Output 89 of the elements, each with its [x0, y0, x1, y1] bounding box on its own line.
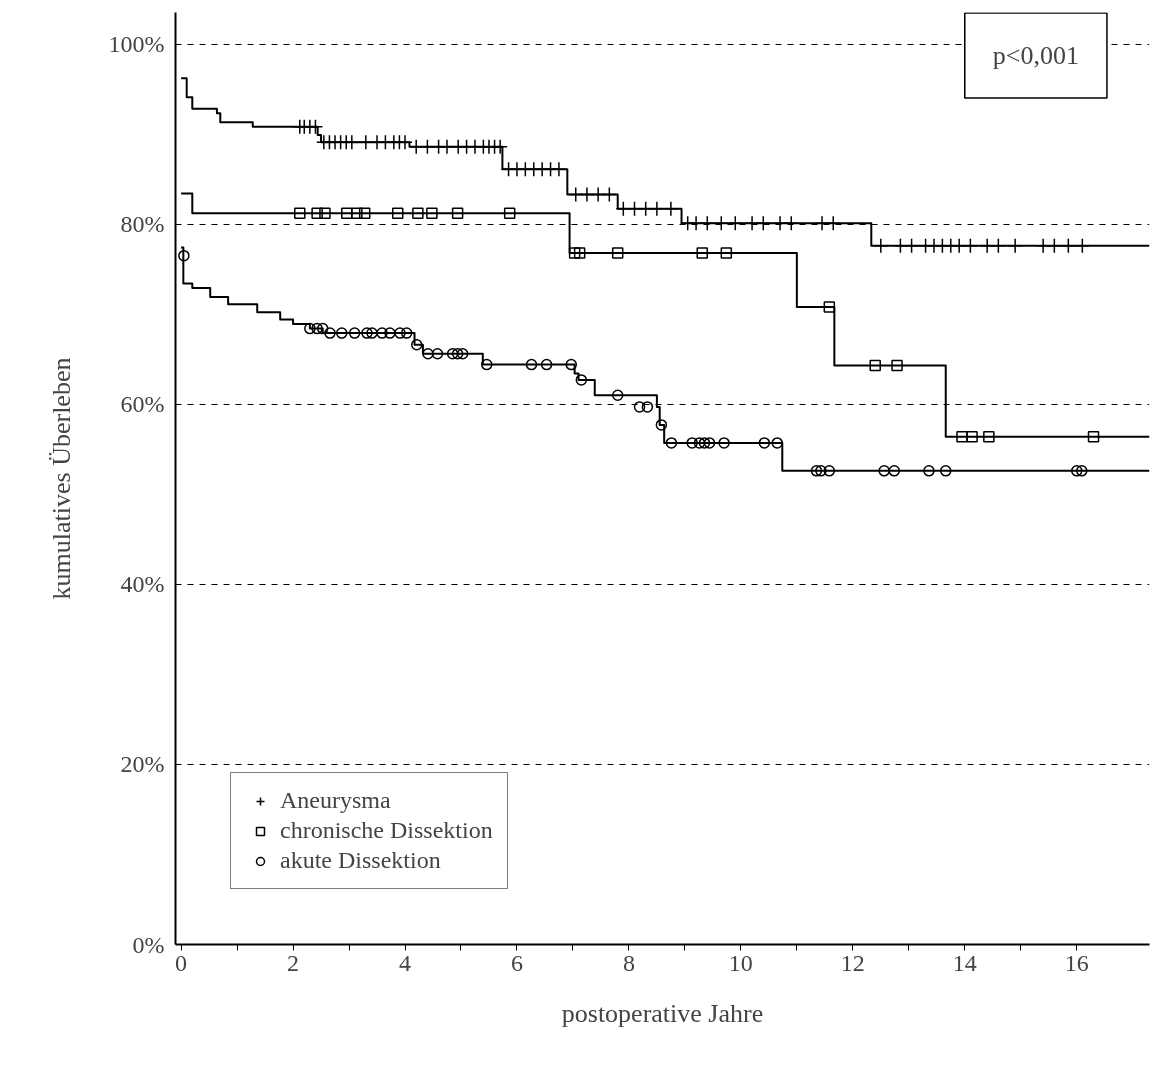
point [810, 465, 823, 477]
point [451, 207, 464, 220]
point [426, 207, 438, 220]
y-tick-label: 40% [120, 571, 165, 598]
point [336, 327, 348, 339]
point [655, 419, 668, 431]
point [823, 301, 836, 313]
x-axis-title: postoperative Jahre [561, 998, 764, 1028]
point [956, 430, 968, 443]
y-tick-label: 60% [120, 391, 165, 418]
point [939, 465, 952, 477]
point [698, 437, 711, 449]
point [966, 430, 978, 443]
x-tick-label: 16 [1064, 949, 1089, 976]
point [348, 327, 361, 339]
point [376, 327, 388, 339]
point [611, 389, 624, 401]
y-tick-label: 20% [120, 751, 165, 778]
point [446, 348, 459, 360]
point [394, 327, 406, 339]
point [633, 401, 646, 413]
point [703, 437, 716, 449]
point [304, 322, 316, 335]
x-tick-label: 8 [622, 949, 635, 976]
point [983, 430, 995, 443]
x-tick-label: 0 [175, 949, 188, 976]
point [540, 358, 553, 371]
point [696, 247, 708, 259]
point [686, 437, 698, 449]
point [316, 322, 329, 335]
point [611, 247, 624, 259]
point [923, 465, 935, 477]
point [1070, 465, 1083, 477]
point [693, 437, 706, 449]
point [718, 437, 730, 449]
point [319, 207, 331, 220]
y-tick-label: 80% [120, 211, 165, 238]
point [400, 327, 413, 339]
y-tick-label: 100% [108, 31, 165, 58]
point [568, 247, 581, 259]
point [573, 247, 586, 259]
point [575, 374, 588, 386]
point [351, 207, 363, 220]
point [422, 348, 434, 360]
x-tick-label: 14 [952, 949, 977, 976]
point [311, 207, 323, 220]
point [324, 327, 336, 339]
y-axis-title: kumulatives Überleben [46, 357, 76, 600]
point [878, 465, 890, 477]
legend-label: chronische Dissektion [280, 817, 493, 844]
point [758, 437, 771, 449]
point [1076, 465, 1088, 477]
annotation: p<0,001 [992, 41, 1079, 71]
legend-label: akute Dissektion [280, 847, 441, 874]
legend-label: Aneurysma [280, 787, 391, 814]
point [384, 327, 396, 339]
x-tick-label: 10 [728, 949, 753, 976]
point [869, 359, 881, 372]
point [888, 465, 900, 477]
point [341, 207, 353, 220]
x-tick-label: 2 [287, 949, 300, 976]
point [311, 322, 323, 335]
point [641, 401, 654, 413]
point [361, 327, 373, 339]
point [1087, 430, 1100, 443]
point [771, 437, 783, 449]
point [503, 207, 516, 220]
x-tick-label: 6 [510, 949, 523, 976]
point [412, 207, 424, 220]
point [565, 358, 578, 371]
x-tick-label: 12 [840, 949, 865, 976]
point [525, 358, 538, 371]
point [665, 437, 678, 449]
x-tick-label: 4 [399, 949, 412, 976]
point [391, 207, 404, 220]
point [431, 348, 444, 360]
point [815, 465, 827, 477]
point [891, 359, 903, 372]
y-tick-label: 0% [132, 931, 165, 958]
point [480, 358, 493, 371]
point [720, 247, 733, 259]
point [411, 339, 423, 351]
point [456, 348, 469, 360]
point [366, 327, 378, 339]
point [451, 348, 464, 360]
point [823, 465, 836, 477]
point [178, 249, 190, 262]
point [294, 207, 306, 220]
point [358, 207, 371, 220]
